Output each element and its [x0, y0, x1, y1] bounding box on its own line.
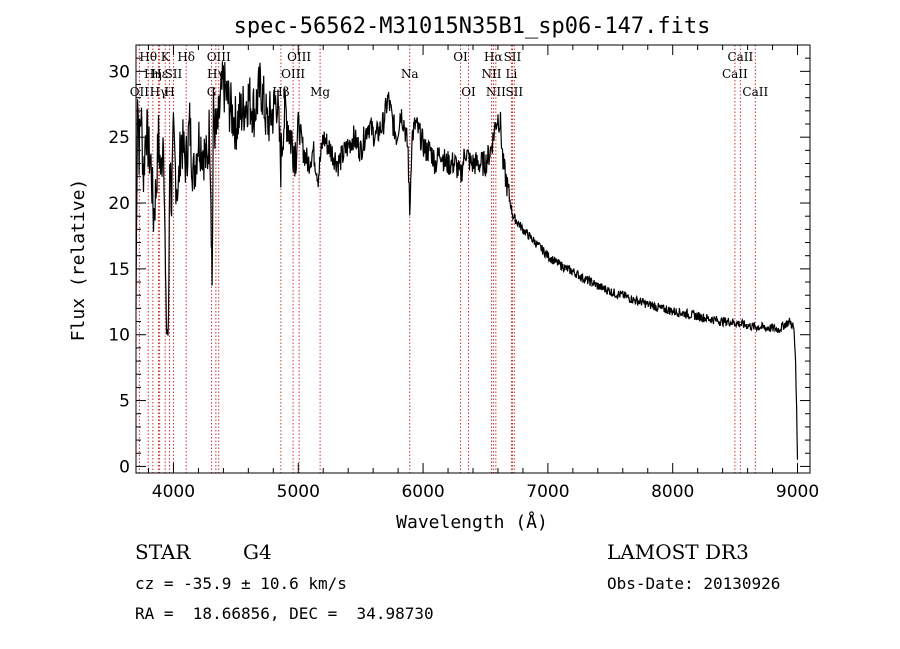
spectral-line-label: Mg [310, 85, 330, 99]
y-tick-label: 0 [119, 457, 130, 477]
spectral-line-label: H [164, 85, 174, 99]
spectral-line-label: OI [461, 85, 476, 99]
object-class: STAR [135, 540, 191, 564]
spectral-line-label: Hη [144, 67, 162, 81]
spectral-line-label: OI [453, 50, 468, 64]
object-subclass: G4 [243, 540, 272, 564]
spectral-line-label: CaII [742, 85, 768, 99]
x-axis: 4000 5000 6000 7000 8000 9000 [147, 45, 819, 502]
spectral-line-label: SII [504, 50, 522, 64]
spectral-line-label: CaII [727, 50, 753, 64]
y-tick-label: 15 [108, 260, 130, 280]
spectral-line-label: G [207, 85, 217, 99]
spectral-line-label: OIII [281, 67, 305, 81]
plot-frame [135, 44, 811, 474]
y-tick-label: 20 [108, 194, 130, 214]
spectral-line-label: Hθ [139, 50, 157, 64]
spectral-line-label: NII [486, 85, 506, 99]
spectral-line-label: Hγ [207, 67, 225, 81]
y-axis: 0 5 10 15 20 25 30 [108, 57, 810, 477]
spectral-line-label: OII [130, 85, 150, 99]
y-tick-label: 30 [108, 62, 130, 82]
y-tick-label: 10 [108, 326, 130, 346]
spectral-line-label: SII [165, 67, 183, 81]
spectral-line-label: NII [481, 67, 501, 81]
spectral-line-label: Hα [484, 50, 503, 64]
spectral-line-label: OIII [207, 50, 231, 64]
survey-name: LAMOST DR3 [607, 540, 749, 564]
spectral-line-label: CaII [722, 67, 748, 81]
y-axis-label: Flux (relative) [68, 179, 89, 342]
x-tick-label: 4000 [152, 482, 195, 502]
observation-date: Obs-Date: 20130926 [607, 574, 781, 593]
x-tick-label: 7000 [526, 482, 569, 502]
chart-title: spec-56562-M31015N35B1_sp06-147.fits [234, 14, 711, 39]
spectral-line-label: SII [505, 85, 523, 99]
spectral-line-label: K [161, 50, 171, 64]
spectrum-series-line [135, 61, 799, 460]
x-tick-label: 8000 [651, 482, 694, 502]
sky-coordinates: RA = 18.66856, DEC = 34.98730 [135, 604, 434, 623]
y-tick-label: 25 [108, 128, 130, 148]
x-tick-label: 6000 [401, 482, 444, 502]
spectral-line-label: Li [506, 67, 518, 81]
x-tick-label: 9000 [776, 482, 819, 502]
y-tick-label: 5 [119, 392, 130, 412]
spectral-line-label: Na [401, 67, 419, 81]
x-axis-label: Wavelength (Å) [396, 511, 548, 533]
spectral-line-markers [138, 45, 756, 473]
spectral-line-label: Hγ [150, 85, 168, 99]
spectral-line-label: Hδ [177, 50, 195, 64]
x-tick-label: 5000 [277, 482, 320, 502]
spectral-line-label: Hβ [272, 85, 289, 99]
spectral-line-label: OIII [287, 50, 311, 64]
spectral-line-label: Hε [151, 67, 168, 81]
redshift-velocity: cz = -35.9 ± 10.6 km/s [135, 574, 347, 593]
